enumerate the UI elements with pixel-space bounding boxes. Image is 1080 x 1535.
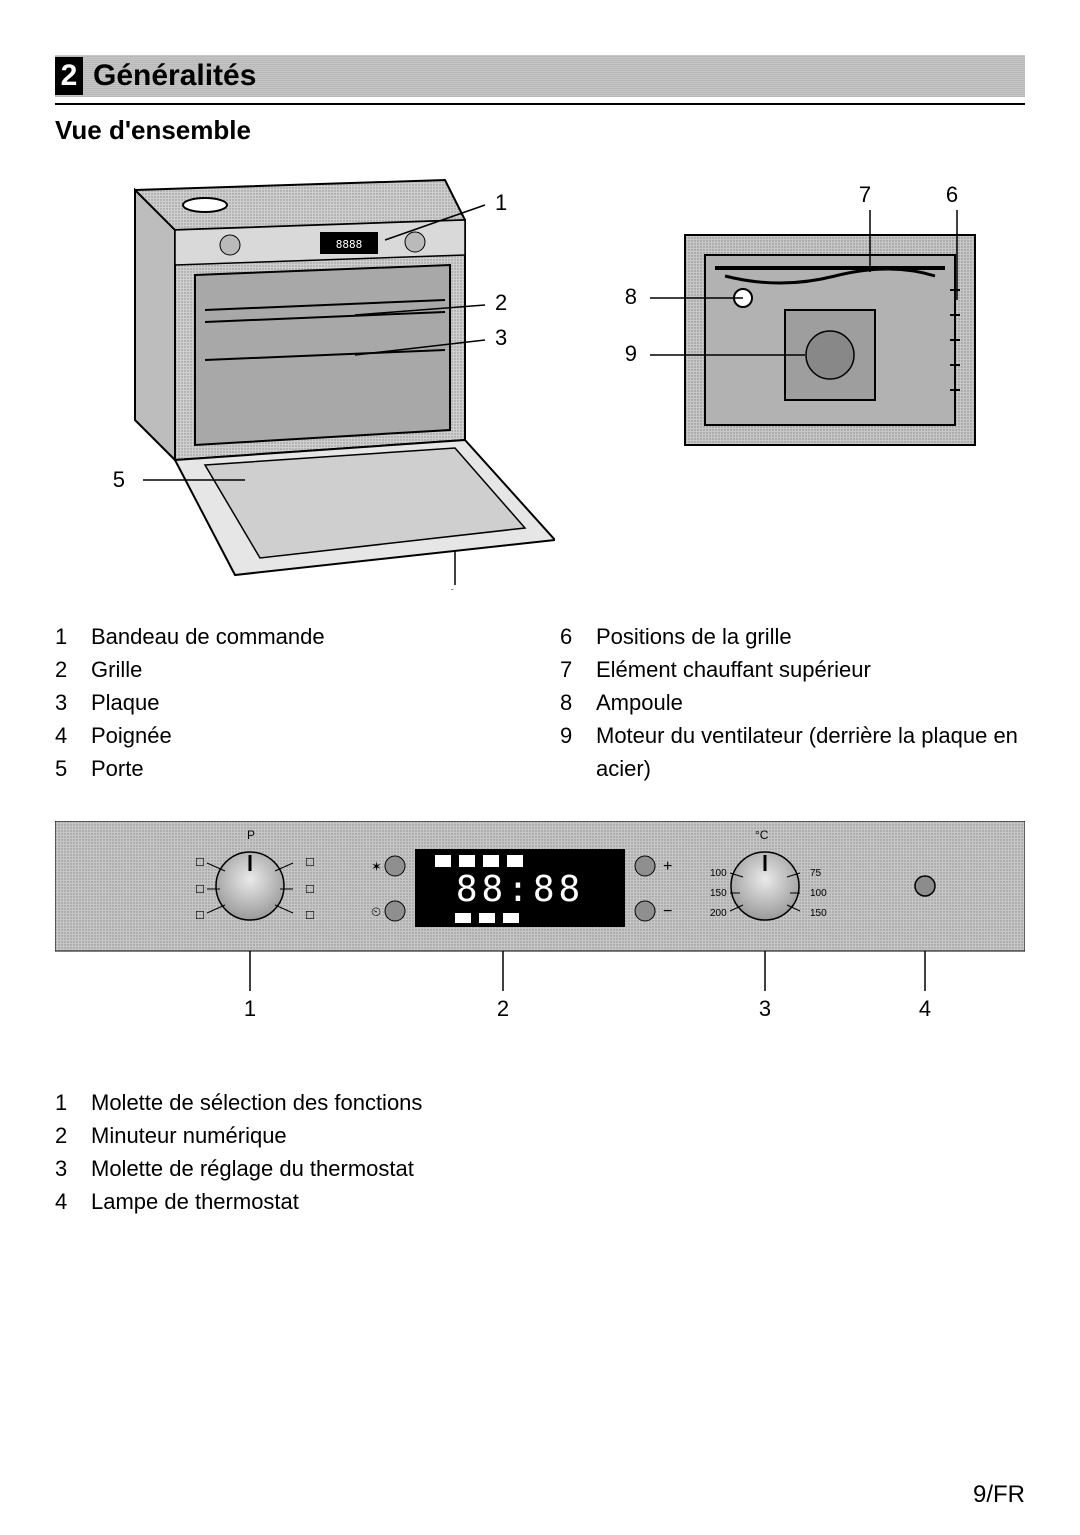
- legend-num: 2: [55, 1119, 91, 1152]
- legend-num: 9: [560, 719, 596, 785]
- svg-text:☐: ☐: [305, 910, 315, 922]
- legend-num: 1: [55, 1086, 91, 1119]
- svg-text:88:88: 88:88: [456, 869, 584, 910]
- svg-text:4: 4: [444, 585, 456, 590]
- subsection-title: Vue d'ensemble: [55, 115, 1025, 146]
- legend-num: 5: [55, 752, 91, 785]
- svg-text:☐: ☐: [195, 884, 205, 896]
- oven-svg: 8888 1 2 3 4 5: [55, 160, 555, 590]
- svg-text:1: 1: [495, 190, 507, 215]
- legend-num: 4: [55, 719, 91, 752]
- svg-text:✶: ✶: [371, 859, 382, 874]
- legend-num: 4: [55, 1185, 91, 1218]
- legend-num: 2: [55, 653, 91, 686]
- svg-text:2: 2: [495, 290, 507, 315]
- overview-legend-right: 6Positions de la grille 7Elément chauffa…: [560, 620, 1025, 785]
- svg-text:⏲: ⏲: [371, 904, 381, 919]
- svg-text:3: 3: [759, 996, 771, 1021]
- svg-text:P: P: [247, 828, 255, 842]
- legend-row: 3Molette de réglage du thermostat: [55, 1152, 1025, 1185]
- section-number: 2: [55, 57, 83, 95]
- svg-text:5: 5: [113, 467, 125, 492]
- svg-text:8: 8: [625, 284, 637, 309]
- legend-text: Bandeau de commande: [91, 620, 520, 653]
- legend-row: 4Lampe de thermostat: [55, 1185, 1025, 1218]
- legend-num: 6: [560, 620, 596, 653]
- legend-num: 1: [55, 620, 91, 653]
- svg-text:8888: 8888: [336, 238, 363, 251]
- legend-text: Poignée: [91, 719, 520, 752]
- svg-text:9: 9: [625, 341, 637, 366]
- legend-row: 2Grille: [55, 653, 520, 686]
- legend-text: Positions de la grille: [596, 620, 1025, 653]
- section-heading: 2 Généralités: [55, 55, 1025, 97]
- cavity-svg: 7 6 8 9: [595, 180, 1015, 480]
- section-title: Généralités: [93, 59, 256, 93]
- svg-text:☐: ☐: [195, 857, 205, 869]
- panel-legend: 1Molette de sélection des fonctions 2Min…: [55, 1086, 1025, 1218]
- page-number: 9/FR: [973, 1481, 1025, 1509]
- svg-text:7: 7: [859, 182, 871, 207]
- overview-figures-row: 8888 1 2 3 4 5: [55, 160, 1025, 590]
- svg-text:3: 3: [495, 325, 507, 350]
- overview-legend-left: 1Bandeau de commande 2Grille 3Plaque 4Po…: [55, 620, 520, 785]
- legend-num: 3: [55, 686, 91, 719]
- svg-text:6: 6: [946, 182, 958, 207]
- legend-text: Minuteur numérique: [91, 1119, 1025, 1152]
- legend-num: 8: [560, 686, 596, 719]
- legend-row: 1Bandeau de commande: [55, 620, 520, 653]
- svg-text:2: 2: [497, 996, 509, 1021]
- svg-text:☐: ☐: [305, 884, 315, 896]
- svg-text:100: 100: [810, 888, 827, 899]
- heading-underline: [55, 103, 1025, 105]
- oven-figure: 8888 1 2 3 4 5: [55, 160, 555, 590]
- legend-row: 9Moteur du ventilateur (derrière la plaq…: [560, 719, 1025, 785]
- legend-row: 3Plaque: [55, 686, 520, 719]
- legend-text: Ampoule: [596, 686, 1025, 719]
- legend-text: Elément chauffant supérieur: [596, 653, 1025, 686]
- legend-row: 2Minuteur numérique: [55, 1119, 1025, 1152]
- legend-row: 4Poignée: [55, 719, 520, 752]
- legend-num: 7: [560, 653, 596, 686]
- legend-text: Grille: [91, 653, 520, 686]
- svg-text:100: 100: [710, 868, 727, 879]
- legend-row: 8Ampoule: [560, 686, 1025, 719]
- legend-text: Molette de réglage du thermostat: [91, 1152, 1025, 1185]
- svg-text:150: 150: [710, 888, 727, 899]
- cavity-figure: 7 6 8 9: [595, 180, 1015, 480]
- svg-text:75: 75: [810, 868, 822, 879]
- legend-text: Molette de sélection des fonctions: [91, 1086, 1025, 1119]
- overview-legend: 1Bandeau de commande 2Grille 3Plaque 4Po…: [55, 620, 1025, 785]
- svg-text:☐: ☐: [195, 910, 205, 922]
- legend-num: 3: [55, 1152, 91, 1185]
- svg-text:−: −: [663, 903, 672, 920]
- svg-text:200: 200: [710, 908, 727, 919]
- control-panel-figure: P ☐ ☐ ☐ ☐ ☐ ☐ 88:88 + − ✶ ⏲: [55, 821, 1025, 1036]
- legend-text: Porte: [91, 752, 520, 785]
- legend-text: Plaque: [91, 686, 520, 719]
- legend-text: Lampe de thermostat: [91, 1185, 1025, 1218]
- legend-row: 6Positions de la grille: [560, 620, 1025, 653]
- legend-row: 1Molette de sélection des fonctions: [55, 1086, 1025, 1119]
- svg-text:4: 4: [919, 996, 931, 1021]
- svg-text:☐: ☐: [305, 857, 315, 869]
- svg-text:150: 150: [810, 908, 827, 919]
- legend-row: 7Elément chauffant supérieur: [560, 653, 1025, 686]
- legend-text: Moteur du ventilateur (derrière la plaqu…: [596, 719, 1025, 785]
- legend-row: 5Porte: [55, 752, 520, 785]
- control-panel-svg: P ☐ ☐ ☐ ☐ ☐ ☐ 88:88 + − ✶ ⏲: [55, 821, 1025, 1031]
- svg-text:+: +: [663, 858, 672, 875]
- svg-text:°C: °C: [755, 828, 769, 842]
- svg-text:1: 1: [244, 996, 256, 1021]
